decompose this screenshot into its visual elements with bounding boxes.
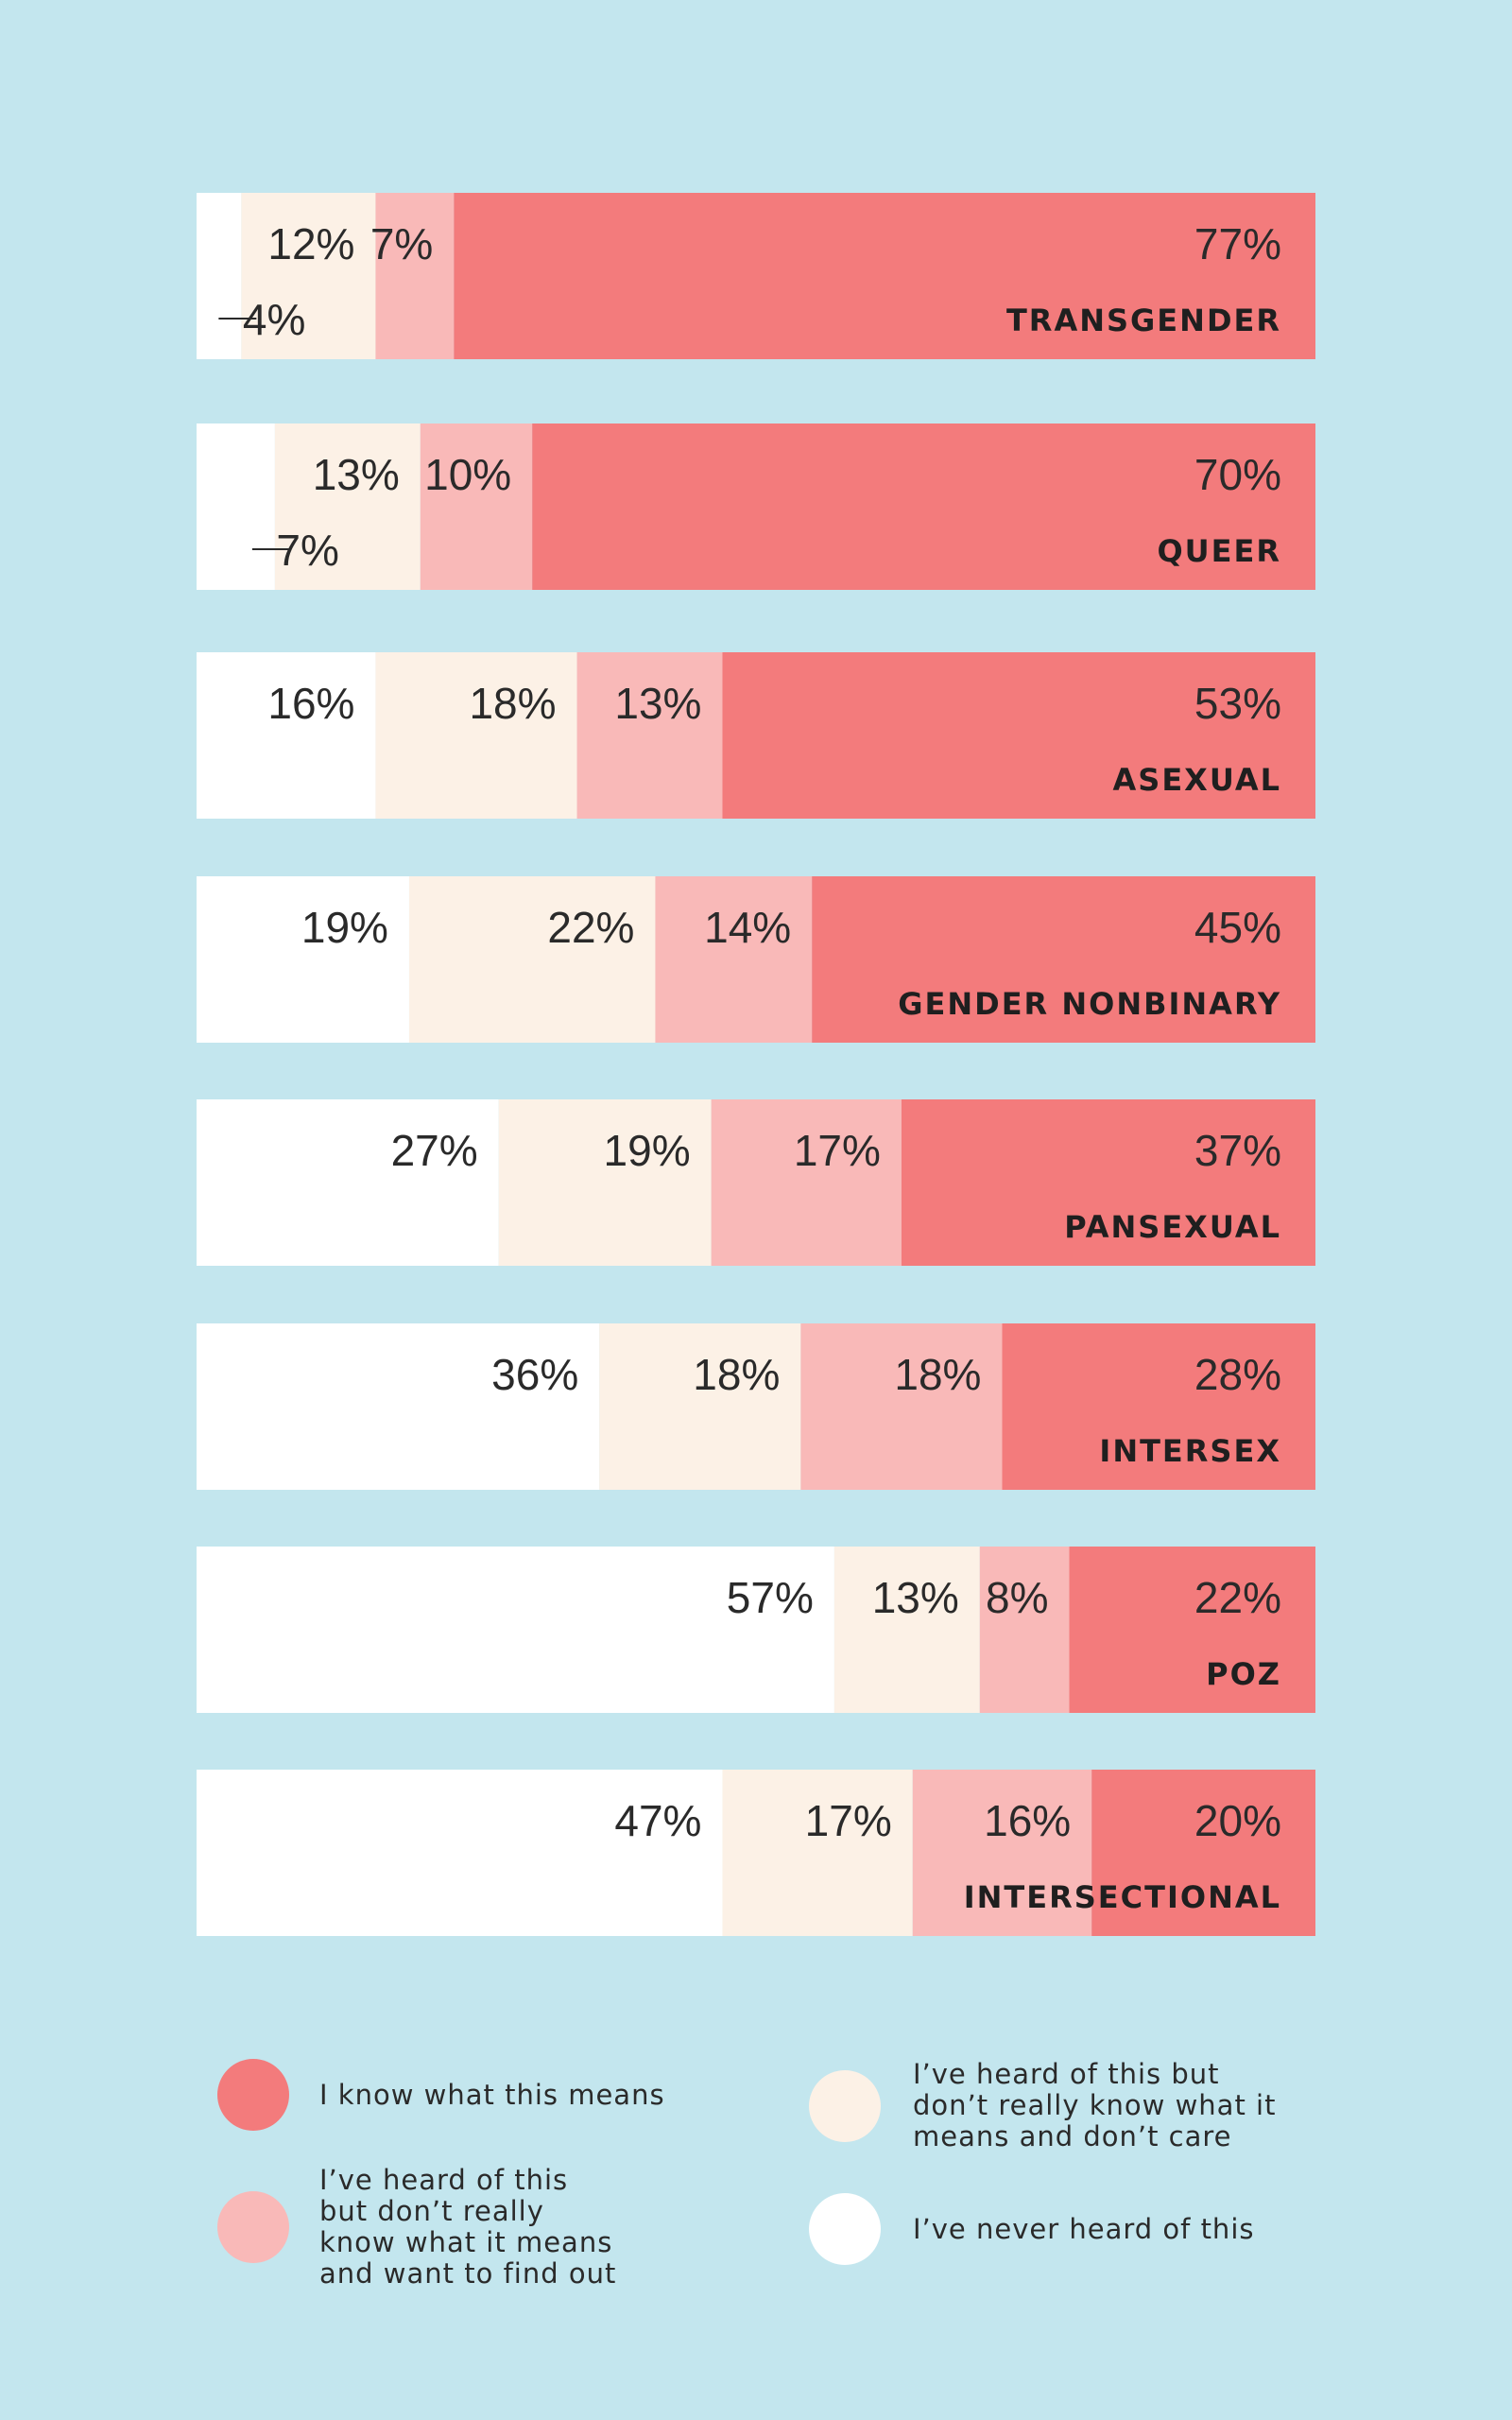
value-label: 22% bbox=[1194, 1573, 1281, 1622]
category-label: TRANSGENDER bbox=[1006, 302, 1281, 338]
bar-segment-dont_care bbox=[241, 193, 376, 359]
bar-row-intersectional: 47% 17% 16% 20% INTERSECTIONAL bbox=[197, 1770, 1315, 1936]
bar-row-gender-nonbinary: 19% 22% 14% 45% GENDER NONBINARY bbox=[197, 876, 1315, 1043]
bar-segment-dont_care bbox=[274, 424, 421, 590]
bar-segment-never_heard bbox=[197, 1547, 834, 1713]
value-label: 10% bbox=[424, 450, 511, 499]
bar-segment-never_heard bbox=[197, 1099, 499, 1266]
bar-segment-never_heard bbox=[197, 193, 242, 359]
bar-segment-want_to_find_out bbox=[576, 652, 723, 819]
bar-segment-know bbox=[1069, 1547, 1315, 1713]
value-label: 16% bbox=[267, 679, 354, 728]
value-label: 17% bbox=[805, 1796, 892, 1845]
value-label: 7% bbox=[370, 219, 433, 268]
bar-row-intersex: 36% 18% 18% 28% INTERSEX bbox=[197, 1323, 1315, 1490]
category-label: POZ bbox=[1206, 1656, 1281, 1692]
bar-segment-dont_care bbox=[599, 1323, 801, 1490]
bar-segment-want_to_find_out bbox=[711, 1099, 902, 1266]
bar-segment-know bbox=[812, 876, 1315, 1043]
value-label: 28% bbox=[1194, 1350, 1281, 1399]
value-label: 8% bbox=[986, 1573, 1048, 1622]
bar-segment-never_heard bbox=[197, 424, 275, 590]
bar-row-transgender: 4% 12% 7% 77% TRANSGENDER bbox=[197, 193, 1315, 359]
value-label: 18% bbox=[693, 1350, 780, 1399]
bar-segment-know bbox=[722, 652, 1315, 819]
category-label: INTERSEX bbox=[1099, 1433, 1281, 1469]
category-label: INTERSECTIONAL bbox=[964, 1879, 1281, 1915]
bar-segment-want_to_find_out bbox=[912, 1770, 1092, 1936]
bar-segment-dont_care bbox=[833, 1547, 980, 1713]
bar-segment-know bbox=[901, 1099, 1315, 1266]
value-label: 13% bbox=[313, 450, 400, 499]
value-label: 70% bbox=[1194, 450, 1281, 499]
bar-segment-dont_care bbox=[498, 1099, 712, 1266]
value-label: 13% bbox=[614, 679, 701, 728]
value-label: 19% bbox=[301, 903, 388, 952]
value-label: 22% bbox=[547, 903, 634, 952]
bar-segment-know bbox=[454, 193, 1315, 359]
bar-segment-want_to_find_out bbox=[655, 876, 813, 1043]
bar-segment-know bbox=[1002, 1323, 1315, 1490]
bar-segment-never_heard bbox=[197, 1770, 723, 1936]
value-label: 19% bbox=[604, 1126, 691, 1175]
bar-segment-never_heard bbox=[197, 652, 376, 819]
value-label: 7% bbox=[276, 526, 338, 575]
bar-row-queer: 7% 13% 10% 70% QUEER bbox=[197, 424, 1315, 590]
value-label: 20% bbox=[1194, 1796, 1281, 1845]
value-label: 47% bbox=[614, 1796, 701, 1845]
bar-segment-dont_care bbox=[722, 1770, 913, 1936]
value-label: 57% bbox=[727, 1573, 814, 1622]
category-label: PANSEXUAL bbox=[1064, 1209, 1281, 1245]
bar-segment-dont_care bbox=[375, 652, 577, 819]
bar-segment-want_to_find_out bbox=[420, 424, 533, 590]
bar-segment-know bbox=[532, 424, 1315, 590]
value-label: 45% bbox=[1194, 903, 1281, 952]
bar-row-asexual: 16% 18% 13% 53% ASEXUAL bbox=[197, 652, 1315, 819]
category-label: QUEER bbox=[1157, 533, 1281, 569]
bar-segment-want_to_find_out bbox=[800, 1323, 1003, 1490]
category-label: ASEXUAL bbox=[1113, 762, 1282, 798]
value-label: 16% bbox=[984, 1796, 1071, 1845]
value-label: 18% bbox=[894, 1350, 981, 1399]
value-label: 37% bbox=[1194, 1126, 1281, 1175]
value-label: 14% bbox=[704, 903, 791, 952]
bar-segment-want_to_find_out bbox=[979, 1547, 1070, 1713]
bar-segment-want_to_find_out bbox=[375, 193, 455, 359]
bar-row-pansexual: 27% 19% 17% 37% PANSEXUAL bbox=[197, 1099, 1315, 1266]
value-label: 36% bbox=[491, 1350, 578, 1399]
value-label: 53% bbox=[1194, 679, 1281, 728]
value-label: 4% bbox=[243, 295, 305, 344]
category-label: GENDER NONBINARY bbox=[898, 986, 1281, 1022]
bar-row-poz: 57% 13% 8% 22% POZ bbox=[197, 1547, 1315, 1713]
bar-segment-never_heard bbox=[197, 1323, 600, 1490]
value-label: 17% bbox=[794, 1126, 881, 1175]
value-label: 18% bbox=[469, 679, 556, 728]
bar-segment-never_heard bbox=[197, 876, 409, 1043]
value-label: 12% bbox=[267, 219, 354, 268]
bar-segment-dont_care bbox=[408, 876, 656, 1043]
value-label: 77% bbox=[1194, 219, 1281, 268]
value-label: 27% bbox=[391, 1126, 478, 1175]
value-label: 13% bbox=[872, 1573, 959, 1622]
bar-segment-know bbox=[1091, 1770, 1315, 1936]
